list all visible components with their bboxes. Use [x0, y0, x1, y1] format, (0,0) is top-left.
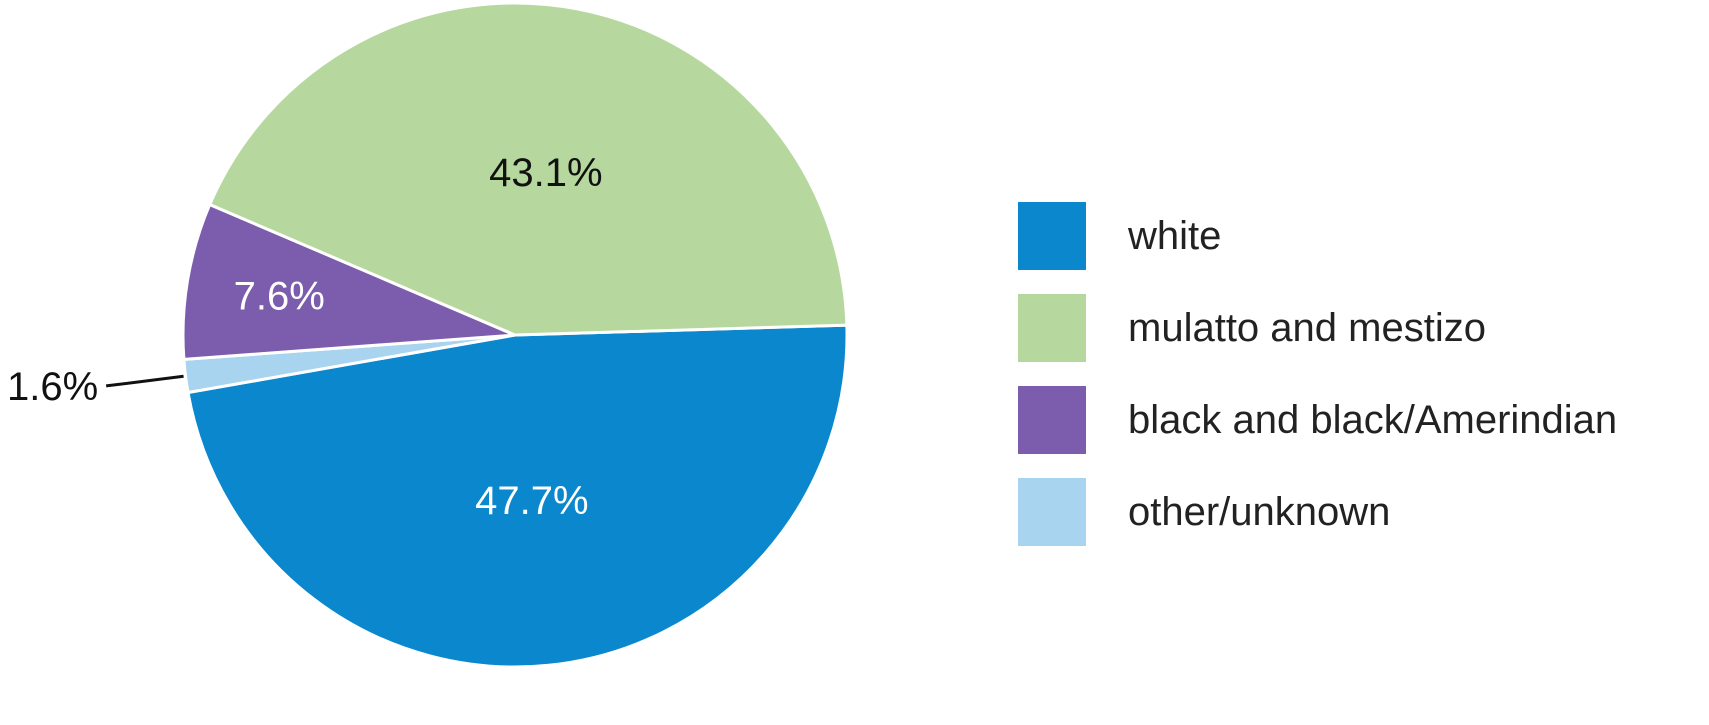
legend-swatch-white — [1018, 202, 1086, 270]
legend-label-mulatto-and-mestizo: mulatto and mestizo — [1128, 305, 1486, 350]
pie-slice-white — [186, 323, 849, 669]
legend-swatch-black-and-black-amerindian — [1018, 386, 1086, 454]
pie-slice-mulatto-and-mestizo — [207, 1, 849, 337]
legend-label-other-unknown: other/unknown — [1128, 489, 1391, 534]
legend-label-black-and-black-amerindian: black and black/Amerindian — [1128, 397, 1618, 442]
legend-item-white: white — [1018, 190, 1617, 282]
legend-item-mulatto-and-mestizo: mulatto and mestizo — [1018, 282, 1617, 374]
pie-value-label-mulatto-and-mestizo: 43.1% — [489, 151, 602, 195]
legend-item-other-unknown: other/unknown — [1018, 466, 1617, 558]
pie-value-label-white: 47.7% — [475, 479, 588, 523]
legend-swatch-other-unknown — [1018, 478, 1086, 546]
pie-slice-black-and-black-amerindian — [181, 202, 516, 362]
pie-value-label-other-unknown: 1.6% — [7, 365, 98, 409]
pie-value-label-black-and-black-amerindian: 7.6% — [234, 275, 325, 319]
legend: white mulatto and mestizo black and blac… — [1018, 190, 1617, 558]
legend-label-white: white — [1128, 213, 1222, 258]
leader-line-other-unknown — [105, 374, 184, 388]
legend-swatch-mulatto-and-mestizo — [1018, 294, 1086, 362]
legend-item-black-and-black-amerindian: black and black/Amerindian — [1018, 374, 1617, 466]
